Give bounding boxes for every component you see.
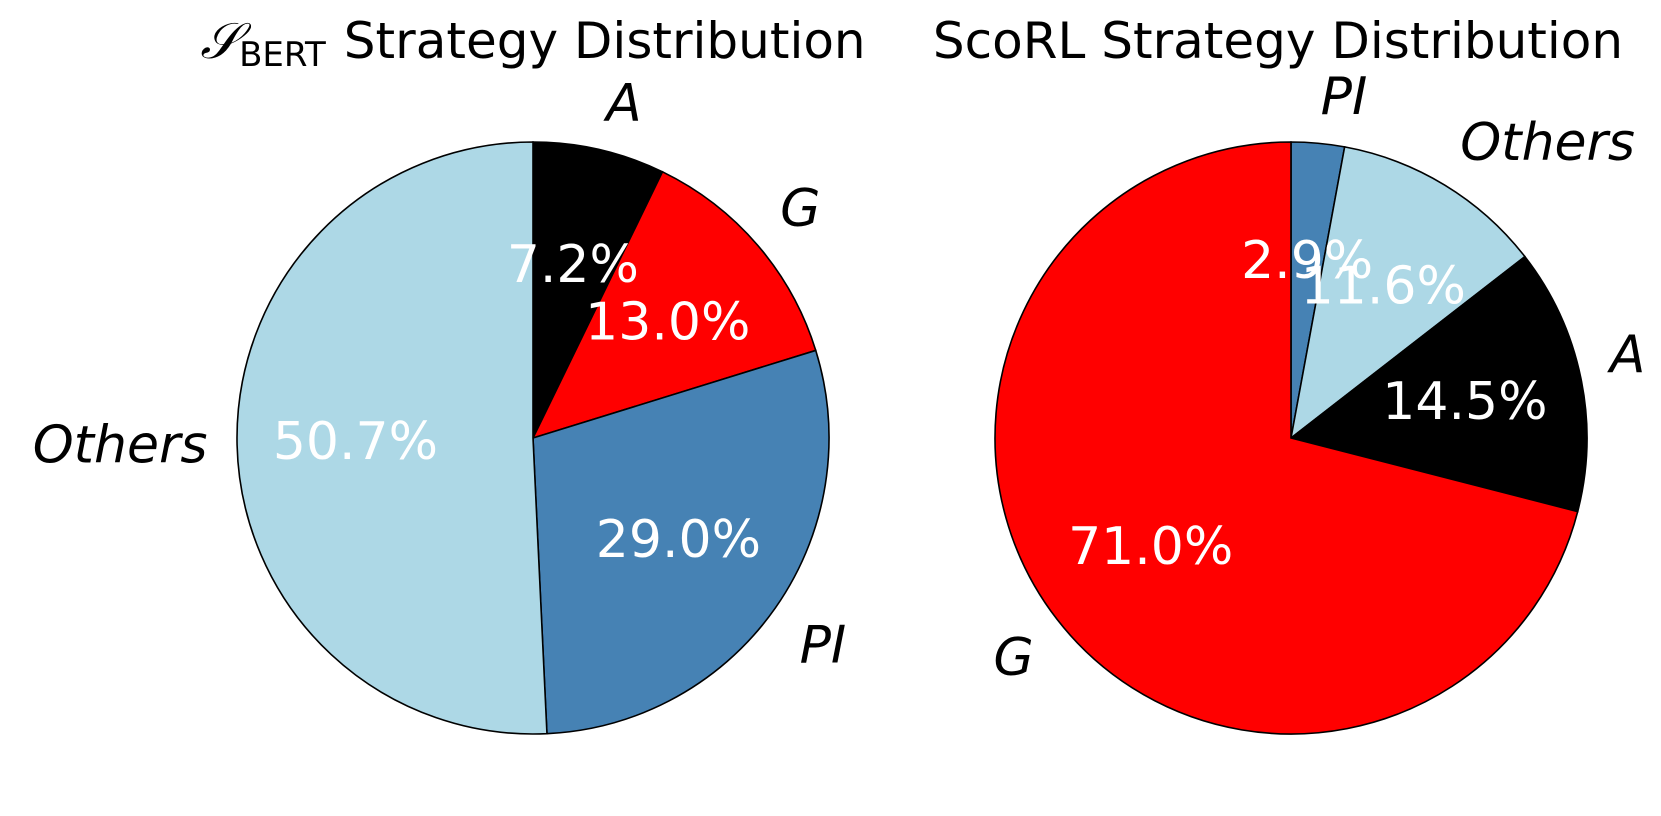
- left-pct-label-others: 50.7%: [273, 412, 438, 472]
- left-slice-label-a: A: [603, 74, 642, 134]
- left-pct-label-g: 13.0%: [585, 292, 750, 352]
- left-slice-label-pi: PI: [800, 616, 847, 676]
- left-pie-slice-pi: [532, 349, 830, 735]
- right-slice-label-others: Others: [1460, 113, 1635, 173]
- right-slice-label-g: G: [993, 628, 1033, 688]
- left-chart-title: 𝒮BERT Strategy Distribution: [200, 12, 865, 75]
- right-pie-chart: 2.9% PI 11.6% Others 14.5% A 71.0% G: [993, 67, 1646, 735]
- right-pie-slice-a: [1289, 255, 1588, 513]
- right-pie-slice-g: [994, 141, 1579, 735]
- right-slice-label-a: A: [1607, 325, 1646, 385]
- right-pct-label-others: 11.6%: [1301, 256, 1466, 316]
- left-pie-slice-others: [236, 141, 548, 735]
- left-title-subscript: BERT: [239, 35, 326, 75]
- left-pie-slice-g: [531, 170, 817, 440]
- left-pct-label-a: 7.2%: [507, 235, 639, 295]
- left-pie-chart: 7.2% A 13.0% G 29.0% PI 50.7% Others: [33, 74, 847, 735]
- right-pie-slice-others: [1289, 145, 1527, 440]
- right-pct-label-g: 71.0%: [1068, 517, 1233, 577]
- right-chart-title: ScoRL Strategy Distribution: [933, 12, 1623, 70]
- left-slice-label-g: G: [780, 179, 820, 239]
- right-slice-label-pi: PI: [1321, 67, 1368, 127]
- left-title-text: Strategy Distribution: [344, 12, 866, 70]
- left-pct-label-pi: 29.0%: [596, 510, 761, 570]
- right-pct-label-pi: 2.9%: [1241, 231, 1373, 291]
- left-slice-label-others: Others: [33, 416, 208, 476]
- right-pct-label-a: 14.5%: [1382, 372, 1547, 432]
- left-pie-slice-a: [532, 141, 664, 439]
